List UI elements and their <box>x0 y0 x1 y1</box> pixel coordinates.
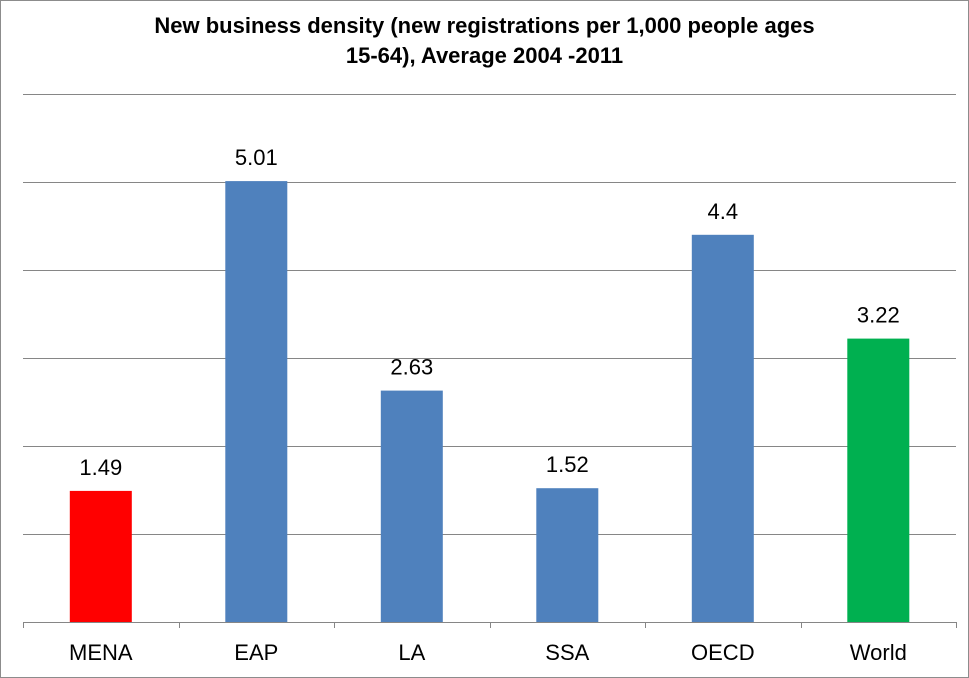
x-tick-label-ssa: SSA <box>545 640 589 665</box>
bar-oecd <box>691 234 754 623</box>
bar-eap <box>225 181 288 622</box>
x-tick-label-mena: MENA <box>69 640 133 665</box>
chart-title: New business density (new registrations … <box>1 11 968 71</box>
data-label-la: 2.63 <box>390 355 433 380</box>
chart-title-line-2: 15-64), Average 2004 -2011 <box>345 43 624 68</box>
bar-la <box>380 390 443 622</box>
data-label-oecd: 4.4 <box>708 199 739 224</box>
data-label-ssa: 1.52 <box>546 452 589 477</box>
bar-mena <box>69 490 132 622</box>
chart-title-line-1: New business density (new registrations … <box>154 13 815 38</box>
x-tick-label-world: World <box>850 640 907 665</box>
data-label-eap: 5.01 <box>235 145 278 170</box>
x-tick-label-la: LA <box>398 640 425 665</box>
x-tick-label-oecd: OECD <box>691 640 755 665</box>
data-label-mena: 1.49 <box>79 455 122 480</box>
bar-ssa <box>536 488 599 622</box>
x-tick-label-eap: EAP <box>234 640 278 665</box>
data-label-world: 3.22 <box>857 303 900 328</box>
bar-world <box>847 338 910 622</box>
